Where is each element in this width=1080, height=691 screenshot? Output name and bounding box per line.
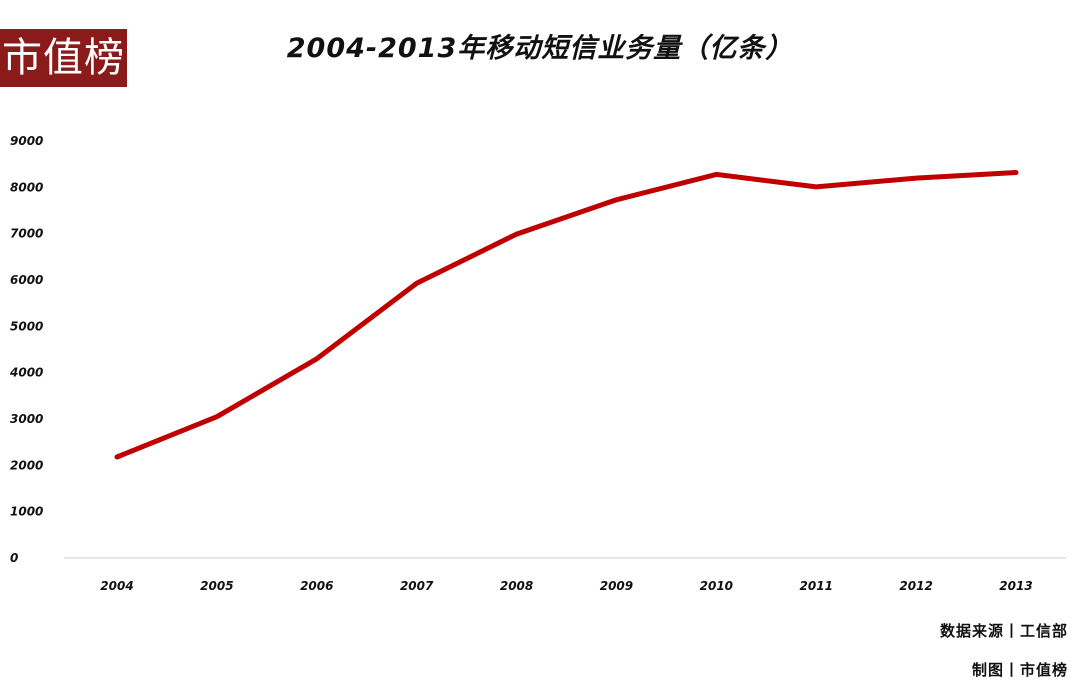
x-tick-label: 2007 (400, 579, 434, 593)
y-tick-label: 9000 (10, 134, 43, 148)
x-tick-label: 2010 (700, 579, 733, 593)
x-tick-label: 2013 (999, 579, 1032, 593)
y-tick-label: 7000 (10, 227, 43, 241)
y-tick-label: 1000 (10, 505, 43, 519)
chart-title: 2004-2013年移动短信业务量（亿条） (286, 33, 794, 64)
y-tick-label: 2000 (10, 458, 43, 472)
logo: 市值榜 (0, 29, 127, 87)
y-tick-label: 8000 (10, 180, 43, 194)
y-axis-ticks: 0 1000 2000 3000 4000 5000 6000 7000 8000 9000 (9, 134, 43, 565)
x-tick-label: 2005 (200, 579, 233, 593)
y-tick-label: 3000 (10, 412, 43, 426)
y-tick-label: 5000 (10, 319, 43, 333)
y-tick-label: 4000 (9, 366, 43, 380)
x-tick-label: 2012 (899, 579, 932, 593)
data-source-label: 数据来源丨工信部 (939, 622, 1068, 640)
credit-label: 制图丨市值榜 (971, 661, 1068, 679)
x-tick-label: 2009 (600, 579, 633, 593)
x-tick-label: 2011 (800, 579, 833, 593)
x-tick-label: 2008 (500, 579, 533, 593)
data-points (116, 172, 1017, 458)
series-line (114, 170, 1019, 460)
x-tick-label: 2004 (100, 579, 133, 593)
x-axis-ticks: 2004 2005 2006 2007 2008 2009 2010 2011 2012 2013 (100, 579, 1032, 593)
x-tick-label: 2006 (300, 579, 333, 593)
y-tick-label: 6000 (10, 273, 43, 287)
y-tick-label: 0 (10, 551, 18, 565)
